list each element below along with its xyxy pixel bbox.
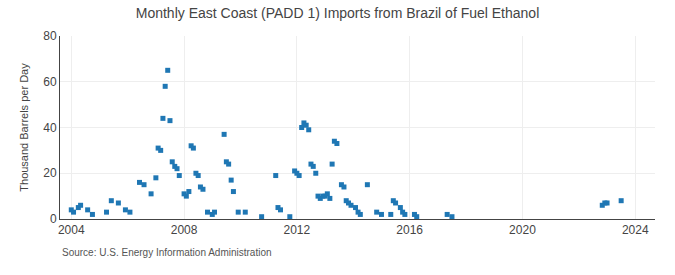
svg-text:Source: U.S. Energy Informatio: Source: U.S. Energy Information Administ… (62, 247, 272, 258)
svg-text:2020: 2020 (509, 223, 536, 237)
svg-text:60: 60 (43, 75, 57, 89)
svg-text:2012: 2012 (284, 223, 311, 237)
svg-text:Monthly East Coast (PADD 1) Im: Monthly East Coast (PADD 1) Imports from… (136, 5, 540, 21)
svg-text:2016: 2016 (396, 223, 423, 237)
svg-text:80: 80 (43, 29, 57, 43)
svg-text:2024: 2024 (622, 223, 649, 237)
svg-text:2008: 2008 (171, 223, 198, 237)
svg-text:40: 40 (43, 121, 57, 135)
svg-text:Thousand Barrels per Day: Thousand Barrels per Day (18, 63, 30, 192)
svg-text:2004: 2004 (58, 223, 85, 237)
svg-text:0: 0 (50, 212, 57, 226)
svg-text:20: 20 (43, 166, 57, 180)
